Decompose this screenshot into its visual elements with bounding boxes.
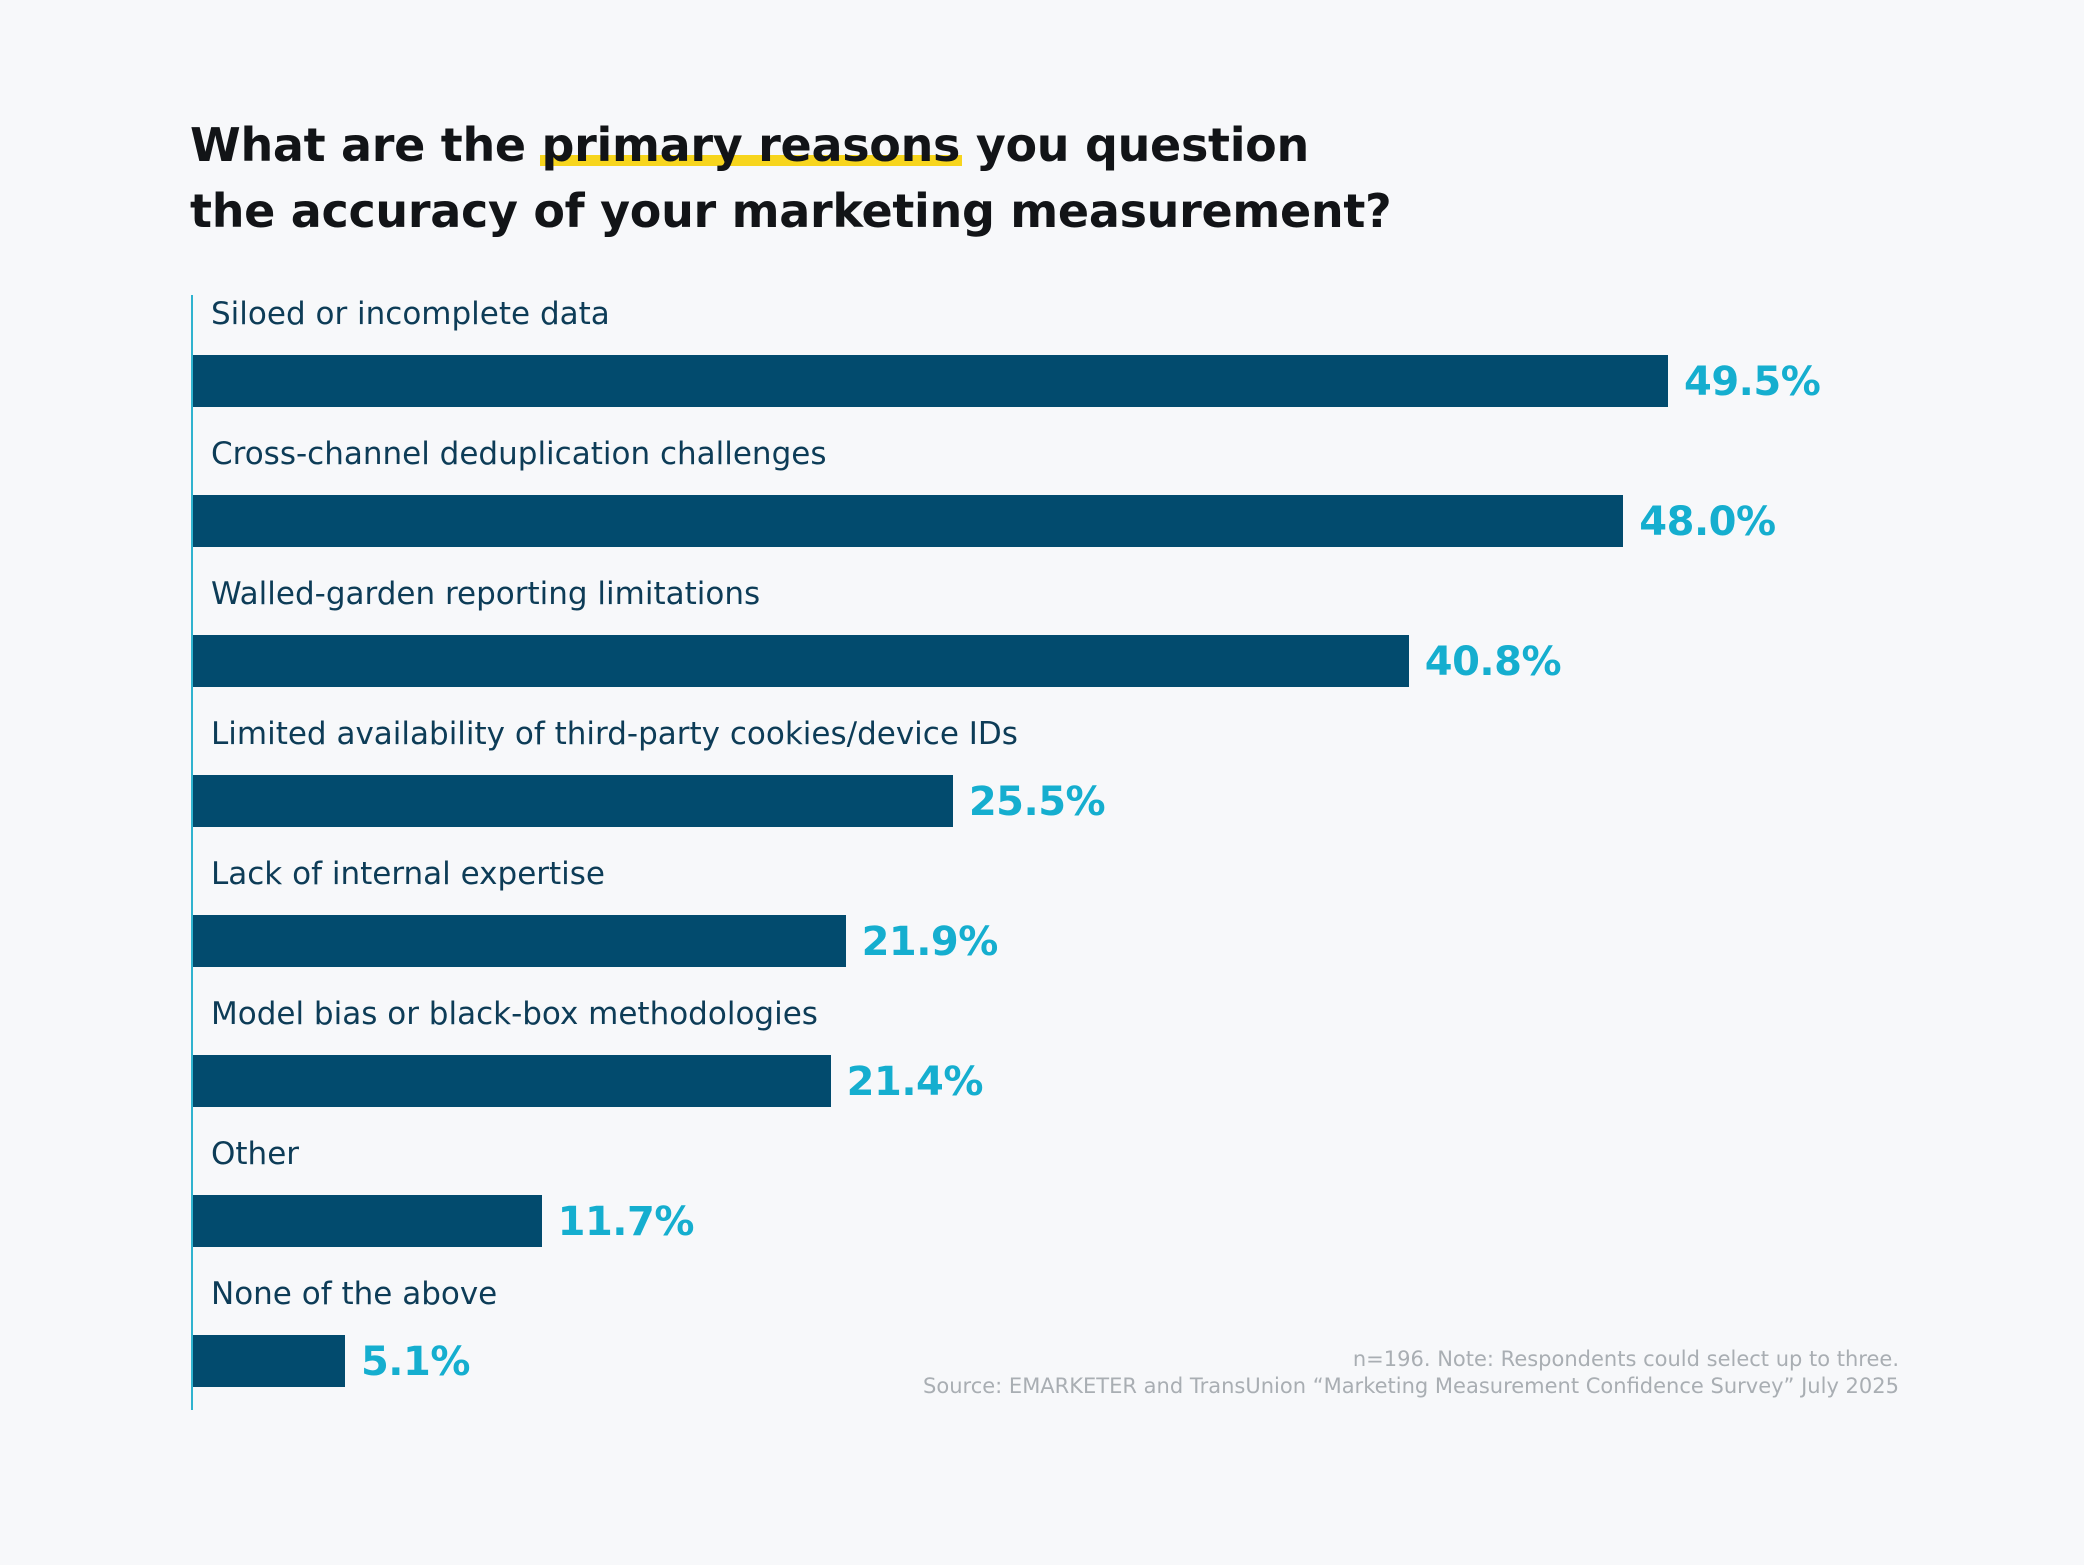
category-label: Other — [211, 1136, 300, 1172]
source-line: Source: EMARKETER and TransUnion “Market… — [923, 1374, 1899, 1398]
category-label: Siloed or incomplete data — [211, 296, 610, 332]
title-highlight: primary reasons — [541, 118, 961, 172]
category-label: Walled-garden reporting limitations — [211, 576, 761, 612]
title-suffix: you question — [960, 118, 1309, 172]
value-label: 40.8% — [1424, 639, 1562, 685]
value-label: 21.4% — [846, 1059, 984, 1105]
y-axis-line — [191, 295, 193, 1410]
category-label: None of the above — [211, 1276, 498, 1312]
bar — [193, 915, 846, 967]
bar — [193, 355, 1668, 407]
value-label: 48.0% — [1639, 499, 1776, 545]
category-label: Limited availability of third-party cook… — [211, 716, 1018, 752]
value-label: 49.5% — [1684, 359, 1821, 405]
category-label: Lack of internal expertise — [211, 856, 606, 892]
bar — [193, 775, 953, 827]
title-prefix: What are the — [190, 118, 542, 172]
note-line: n=196. Note: Respondents could select up… — [1352, 1347, 1899, 1371]
category-label: Model bias or black-box methodologies — [211, 996, 818, 1032]
value-label: 21.9% — [861, 919, 999, 965]
category-label: Cross-channel deduplication challenges — [211, 436, 827, 472]
bar — [193, 1055, 831, 1107]
source-note: n=196. Note: Respondents could select up… — [923, 1346, 1899, 1400]
bar — [193, 1195, 542, 1247]
bar — [193, 635, 1409, 687]
chart-title: What are the primary reasons you questio… — [190, 112, 1392, 244]
bar — [193, 1335, 345, 1387]
title-line2: the accuracy of your marketing measureme… — [190, 184, 1392, 238]
value-label: 25.5% — [968, 779, 1106, 825]
value-label: 11.7% — [557, 1199, 695, 1245]
value-label: 5.1% — [360, 1339, 470, 1385]
bar — [193, 495, 1624, 547]
